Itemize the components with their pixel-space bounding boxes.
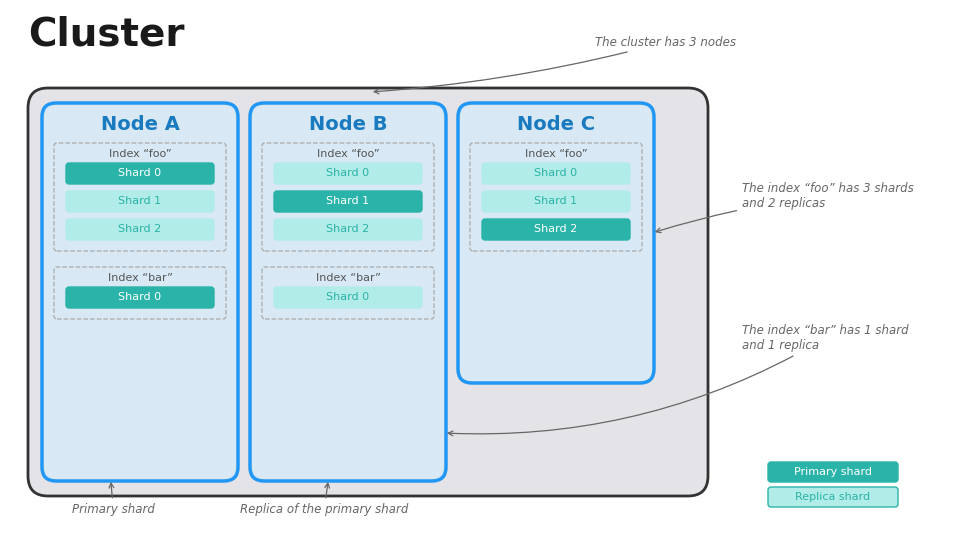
Text: Index “bar”: Index “bar” xyxy=(316,273,380,283)
Text: Shard 0: Shard 0 xyxy=(118,293,161,302)
Text: Node B: Node B xyxy=(309,116,387,134)
Text: Primary shard: Primary shard xyxy=(72,483,155,516)
Text: Index “foo”: Index “foo” xyxy=(525,149,588,159)
Text: The index “foo” has 3 shards
and 2 replicas: The index “foo” has 3 shards and 2 repli… xyxy=(656,182,914,233)
Text: Shard 2: Shard 2 xyxy=(118,225,161,234)
Text: Shard 0: Shard 0 xyxy=(118,168,161,179)
Text: Index “foo”: Index “foo” xyxy=(317,149,379,159)
FancyBboxPatch shape xyxy=(768,487,898,507)
Text: Shard 1: Shard 1 xyxy=(118,197,161,206)
FancyBboxPatch shape xyxy=(28,88,708,496)
FancyBboxPatch shape xyxy=(42,103,238,481)
Text: Shard 2: Shard 2 xyxy=(535,225,578,234)
Text: Node C: Node C xyxy=(516,116,595,134)
Text: Shard 1: Shard 1 xyxy=(535,197,578,206)
FancyBboxPatch shape xyxy=(458,103,654,383)
FancyBboxPatch shape xyxy=(66,287,214,308)
FancyBboxPatch shape xyxy=(66,191,214,212)
FancyBboxPatch shape xyxy=(482,219,630,240)
FancyBboxPatch shape xyxy=(274,163,422,184)
FancyBboxPatch shape xyxy=(66,219,214,240)
Text: Index “bar”: Index “bar” xyxy=(108,273,173,283)
Text: Shard 0: Shard 0 xyxy=(326,168,370,179)
Text: Shard 2: Shard 2 xyxy=(326,225,370,234)
Text: Primary shard: Primary shard xyxy=(794,467,872,477)
Text: The index “bar” has 1 shard
and 1 replica: The index “bar” has 1 shard and 1 replic… xyxy=(448,324,908,436)
FancyBboxPatch shape xyxy=(66,163,214,184)
FancyBboxPatch shape xyxy=(250,103,446,481)
Text: The cluster has 3 nodes: The cluster has 3 nodes xyxy=(374,36,736,94)
FancyBboxPatch shape xyxy=(768,462,898,482)
Text: Shard 1: Shard 1 xyxy=(326,197,370,206)
Text: Shard 0: Shard 0 xyxy=(535,168,578,179)
FancyBboxPatch shape xyxy=(274,219,422,240)
Text: Node A: Node A xyxy=(101,116,180,134)
Text: Replica shard: Replica shard xyxy=(796,492,871,502)
Text: Replica of the primary shard: Replica of the primary shard xyxy=(240,483,408,516)
FancyBboxPatch shape xyxy=(274,287,422,308)
Text: Cluster: Cluster xyxy=(28,15,184,53)
FancyBboxPatch shape xyxy=(482,163,630,184)
FancyBboxPatch shape xyxy=(274,191,422,212)
Text: Index “foo”: Index “foo” xyxy=(108,149,171,159)
FancyBboxPatch shape xyxy=(482,191,630,212)
Text: Shard 0: Shard 0 xyxy=(326,293,370,302)
